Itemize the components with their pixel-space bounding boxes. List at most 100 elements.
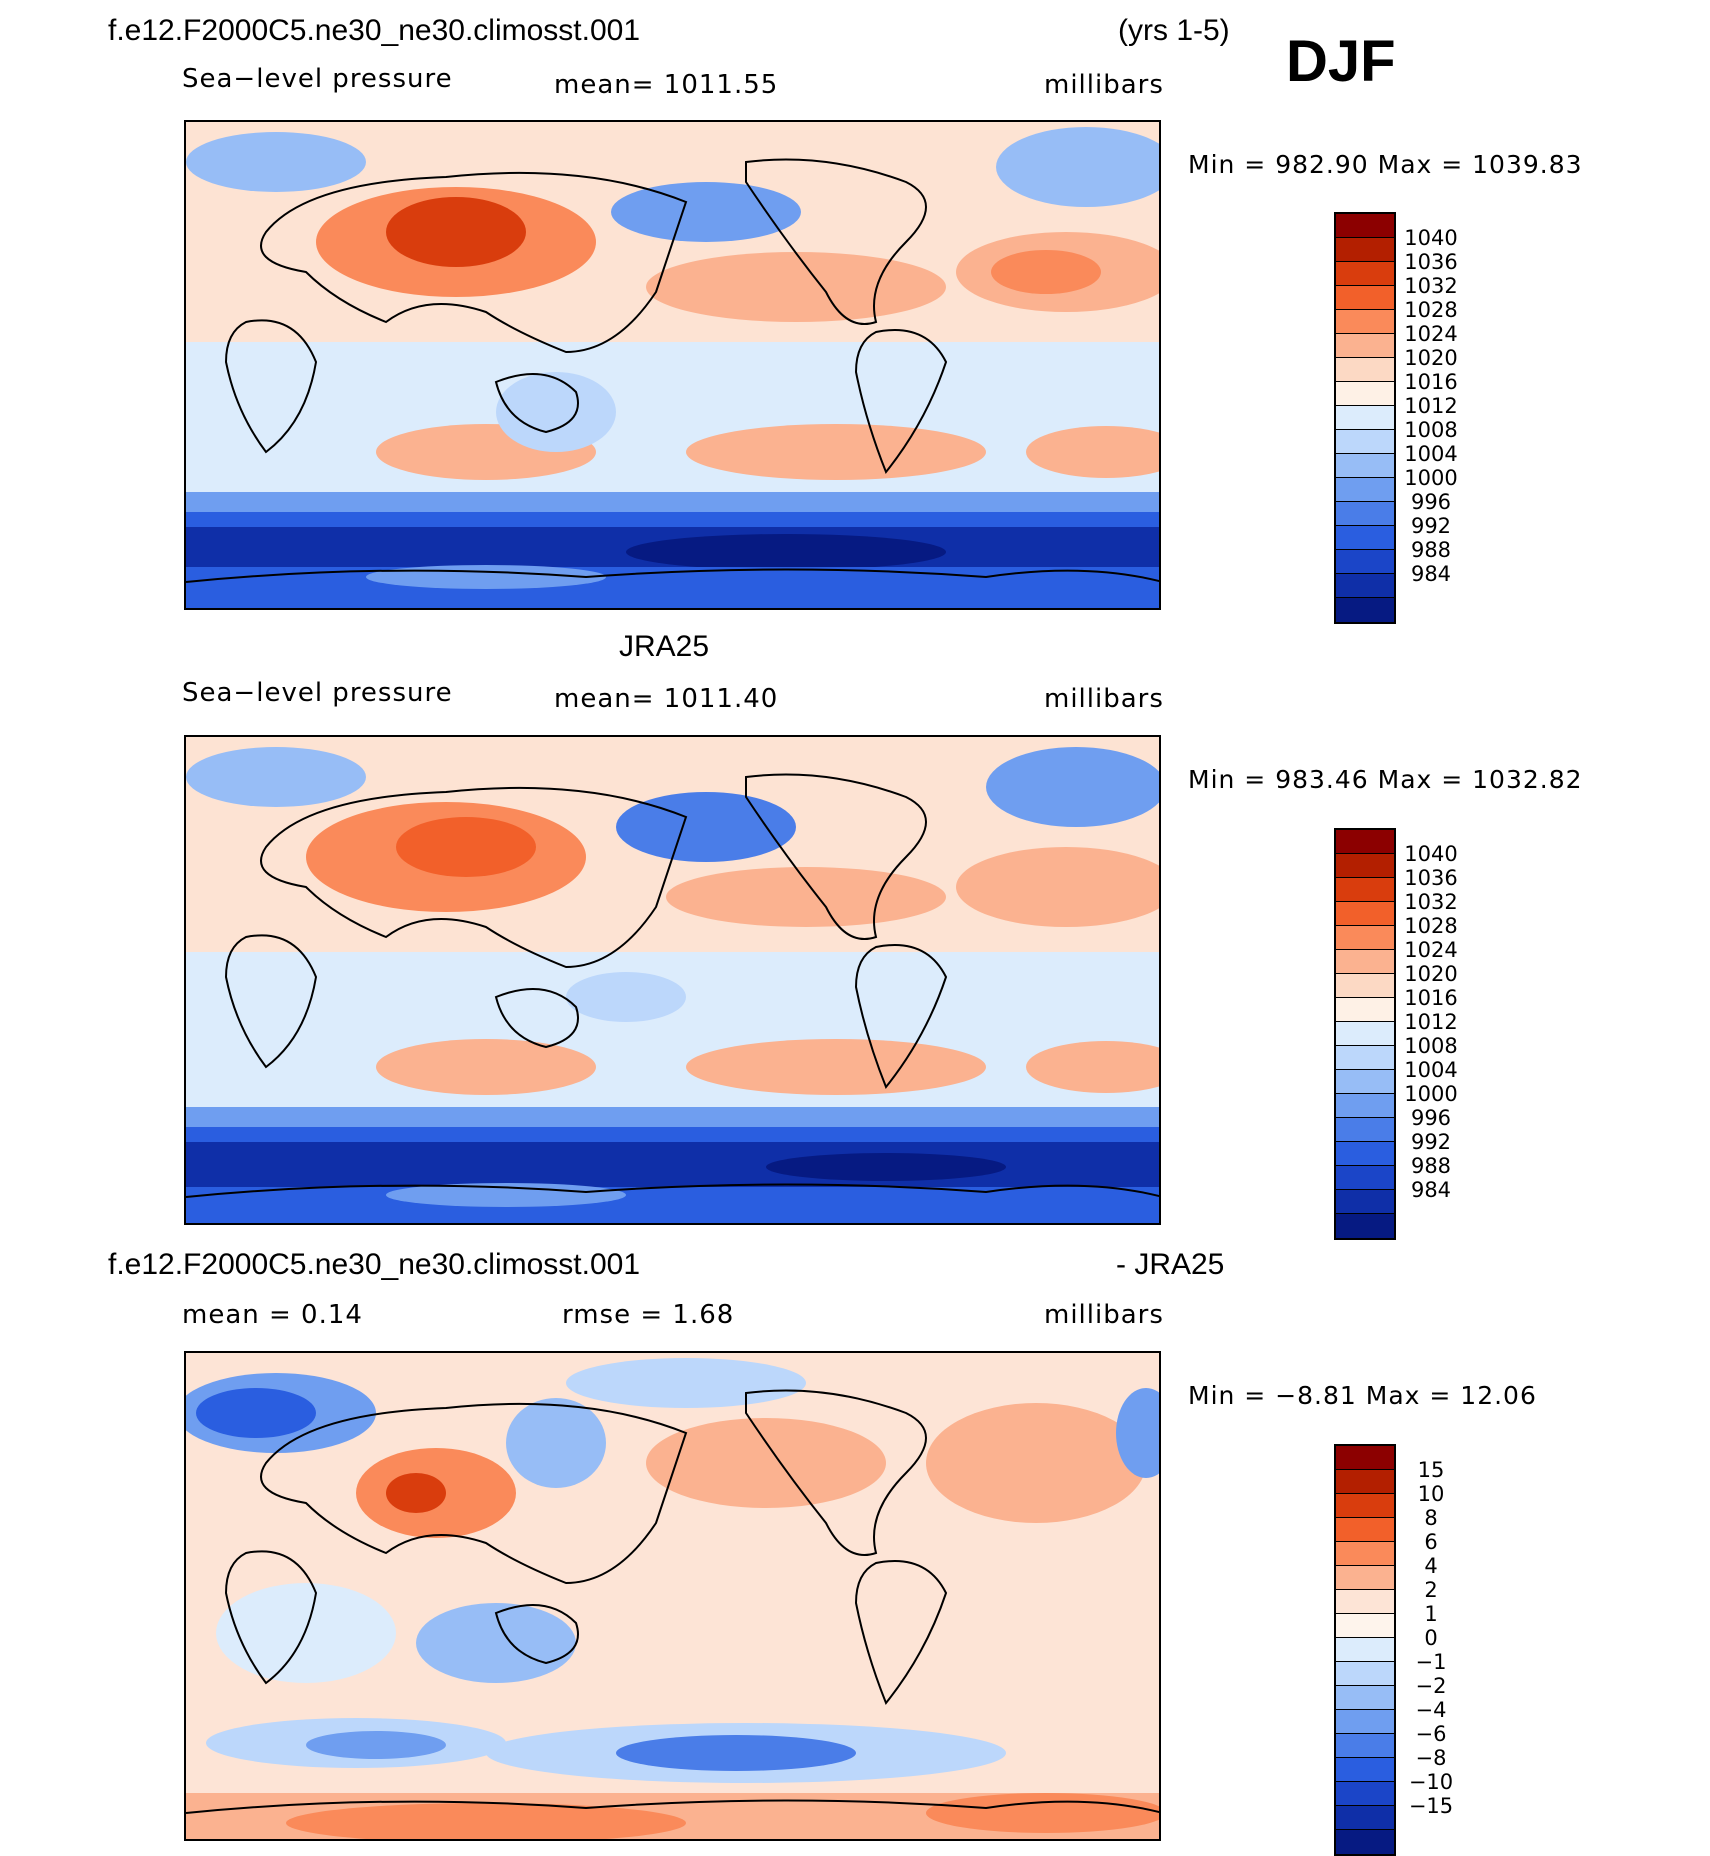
colorbar-tick-label: 1032: [1404, 890, 1458, 914]
field-label-model: Sea−level pressure: [182, 64, 453, 94]
colorbar-tick-label: 1004: [1404, 442, 1458, 466]
panel-title-obs: JRA25: [619, 630, 710, 663]
colorbar-tick-label: 1020: [1404, 346, 1458, 370]
colorbar-box: [1336, 1590, 1394, 1614]
colorbar-tick-label: −8: [1415, 1746, 1447, 1770]
colorbar-tick-label: 1016: [1404, 986, 1458, 1010]
colorbar-box: [1336, 1734, 1394, 1758]
colorbar-tick-label: 1028: [1404, 914, 1458, 938]
colorbar-tick-label: 2: [1424, 1578, 1438, 1602]
colorbar-tick-label: 992: [1410, 514, 1452, 538]
colorbar-box: [1336, 310, 1394, 334]
colorbar-box: [1336, 902, 1394, 926]
panel-title-diff-left: f.e12.F2000C5.ne30_ne30.climosst.001: [108, 1248, 641, 1281]
colorbar-box: [1336, 1710, 1394, 1734]
colorbar-box: [1336, 1494, 1394, 1518]
colorbar-box: [1336, 550, 1394, 574]
colorbar-diff: [1334, 1444, 1396, 1856]
colorbar-box: [1336, 1782, 1394, 1806]
case-title: f.e12.F2000C5.ne30_ne30.climosst.001: [108, 14, 641, 47]
colorbar-box: [1336, 854, 1394, 878]
colorbar-box: [1336, 1214, 1394, 1238]
colorbar-box: [1336, 358, 1394, 382]
colorbar-tick-label: 984: [1410, 1178, 1452, 1202]
colorbar-box: [1336, 406, 1394, 430]
colorbar-box: [1336, 830, 1394, 854]
mean-obs: mean= 1011.40: [554, 684, 779, 714]
colorbar-tick-label: 988: [1410, 538, 1452, 562]
minmax-model: Min = 982.90 Max = 1039.83: [1188, 150, 1583, 179]
colorbar-tick-label: 1028: [1404, 298, 1458, 322]
colorbar-tick-label: 8: [1424, 1506, 1438, 1530]
colorbar-box: [1336, 950, 1394, 974]
map-model: [184, 120, 1161, 610]
colorbar-tick-label: 1040: [1404, 226, 1458, 250]
colorbar-tick-label: 1020: [1404, 962, 1458, 986]
colorbar-tick-label: 1000: [1404, 466, 1458, 490]
colorbar-box: [1336, 598, 1394, 622]
colorbar-box: [1336, 262, 1394, 286]
colorbar-box: [1336, 1806, 1394, 1830]
colorbar-tick-label: 1036: [1404, 250, 1458, 274]
colorbar-tick-label: −15: [1408, 1794, 1454, 1818]
colorbar-tick-label: 1000: [1404, 1082, 1458, 1106]
colorbar-tick-label: 1: [1424, 1602, 1438, 1626]
colorbar-box: [1336, 574, 1394, 598]
colorbar-box: [1336, 974, 1394, 998]
colorbar-box: [1336, 926, 1394, 950]
colorbar-box: [1336, 1166, 1394, 1190]
colorbar-tick-label: 1012: [1404, 1010, 1458, 1034]
colorbar-box: [1336, 286, 1394, 310]
colorbar-box: [1336, 1566, 1394, 1590]
colorbar-box: [1336, 478, 1394, 502]
colorbar-box: [1336, 526, 1394, 550]
field-label-obs: Sea−level pressure: [182, 678, 453, 708]
colorbar-box: [1336, 1518, 1394, 1542]
colorbar-box: [1336, 1830, 1394, 1854]
colorbar-model: [1334, 212, 1396, 624]
colorbar-box: [1336, 1638, 1394, 1662]
colorbar-box: [1336, 998, 1394, 1022]
colorbar-box: [1336, 1094, 1394, 1118]
colorbar-tick-label: 15: [1417, 1458, 1445, 1482]
colorbar-tick-label: 1032: [1404, 274, 1458, 298]
colorbar-tick-label: −10: [1408, 1770, 1454, 1794]
panel-title-diff-right: - JRA25: [1116, 1248, 1225, 1281]
colorbar-box: [1336, 214, 1394, 238]
colorbar-box: [1336, 1470, 1394, 1494]
colorbar-tick-label: 6: [1424, 1530, 1438, 1554]
colorbar-box: [1336, 430, 1394, 454]
colorbar-box: [1336, 1758, 1394, 1782]
colorbar-tick-label: 1012: [1404, 394, 1458, 418]
minmax-diff: Min = −8.81 Max = 12.06: [1188, 1381, 1537, 1410]
colorbar-box: [1336, 1142, 1394, 1166]
colorbar-tick-label: 1024: [1404, 938, 1458, 962]
colorbar-tick-label: 988: [1410, 1154, 1452, 1178]
colorbar-box: [1336, 502, 1394, 526]
colorbar-tick-label: 1008: [1404, 1034, 1458, 1058]
colorbar-tick-label: 984: [1410, 562, 1452, 586]
colorbar-tick-label: 996: [1410, 1106, 1452, 1130]
colorbar-box: [1336, 454, 1394, 478]
colorbar-box: [1336, 1022, 1394, 1046]
colorbar-box: [1336, 382, 1394, 406]
mean-diff: mean = 0.14: [182, 1300, 363, 1330]
colorbar-box: [1336, 1662, 1394, 1686]
minmax-obs: Min = 983.46 Max = 1032.82: [1188, 765, 1583, 794]
season-label: DJF: [1286, 29, 1396, 94]
colorbar-tick-label: −1: [1415, 1650, 1447, 1674]
colorbar-box: [1336, 878, 1394, 902]
colorbar-tick-label: 996: [1410, 490, 1452, 514]
colorbar-box: [1336, 1614, 1394, 1638]
years-label: (yrs 1-5): [1118, 14, 1230, 47]
colorbar-tick-label: 1016: [1404, 370, 1458, 394]
colorbar-box: [1336, 334, 1394, 358]
colorbar-box: [1336, 1070, 1394, 1094]
colorbar-box: [1336, 1190, 1394, 1214]
colorbar-box: [1336, 1446, 1394, 1470]
colorbar-box: [1336, 1046, 1394, 1070]
map-obs: [184, 735, 1161, 1225]
colorbar-tick-label: 1036: [1404, 866, 1458, 890]
units-obs: millibars: [1044, 684, 1164, 714]
colorbar-tick-label: 992: [1410, 1130, 1452, 1154]
